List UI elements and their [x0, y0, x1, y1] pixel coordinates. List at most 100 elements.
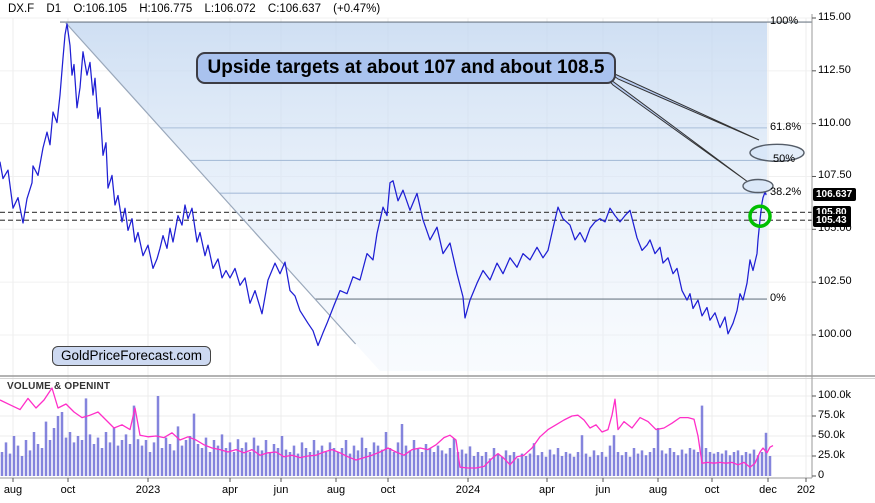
volume-bar — [760, 452, 764, 476]
volume-bar — [592, 450, 596, 476]
volume-bar — [552, 454, 556, 476]
volume-bar — [292, 445, 296, 476]
volume-bar — [312, 440, 316, 476]
volume-bar — [228, 442, 232, 476]
volume-bar — [140, 445, 144, 476]
volume-bar — [188, 436, 192, 476]
volume-bar — [376, 445, 380, 476]
volume-bar — [48, 440, 52, 476]
volume-bar — [372, 442, 376, 476]
volume-bar — [604, 456, 608, 476]
volume-bar — [44, 421, 48, 476]
volume-bar — [408, 450, 412, 476]
volume-bar — [588, 456, 592, 476]
volume-bar — [436, 445, 440, 476]
volume-bar — [748, 453, 752, 476]
volume-axis-label: 50.0k — [818, 429, 845, 441]
volume-bar — [68, 432, 72, 476]
volume-bar — [572, 456, 576, 476]
volume-bar — [56, 416, 60, 476]
volume-bar — [244, 442, 248, 476]
volume-bar — [508, 455, 512, 476]
volume-axis-label: 100.0k — [818, 389, 852, 401]
target-ellipse — [749, 143, 805, 163]
volume-bar — [124, 434, 128, 476]
volume-bar — [284, 449, 288, 476]
volume-bar — [356, 450, 360, 476]
volume-bar — [704, 448, 708, 476]
volume-bar — [212, 440, 216, 476]
volume-bar — [76, 436, 80, 476]
volume-bar — [620, 455, 624, 476]
volume-bar — [20, 456, 24, 476]
target-ellipse — [742, 178, 774, 194]
volume-bar — [764, 432, 768, 476]
volume-bar — [264, 440, 268, 476]
chart-title-bar: DX.F D1 O:106.105 H:106.775 L:106.072 C:… — [8, 3, 389, 15]
time-axis-label: oct — [60, 484, 76, 496]
volume-bar — [404, 445, 408, 476]
volume-bar — [544, 456, 548, 476]
volume-bar — [192, 413, 196, 476]
volume-bar — [72, 442, 76, 476]
volume-bar — [296, 453, 300, 476]
volume-bar — [492, 448, 496, 476]
watermark-goldpriceforecast: GoldPriceForecast.com — [52, 346, 212, 366]
volume-bar — [16, 445, 20, 476]
volume-bar — [108, 442, 112, 476]
volume-bar — [92, 444, 96, 476]
symbol-label: DX.F — [8, 3, 35, 15]
volume-bar — [668, 448, 672, 476]
volume-bar — [180, 445, 184, 476]
volume-bar — [472, 456, 476, 476]
volume-bar — [232, 452, 236, 476]
volume-bar — [200, 448, 204, 476]
volume-bar — [536, 455, 540, 476]
volume-bar — [400, 424, 404, 476]
volume-axis-label: 0 — [818, 469, 825, 481]
volume-bar — [460, 449, 464, 476]
volume-bar — [708, 452, 712, 476]
volume-bar — [432, 452, 436, 476]
volume-bar — [452, 438, 456, 476]
volume-bar — [352, 445, 356, 476]
volume-bar — [540, 452, 544, 476]
volume-bar — [196, 444, 200, 476]
volume-bar — [448, 448, 452, 476]
volume-bar — [608, 445, 612, 476]
price-axis-label: 102.50 — [818, 275, 852, 288]
volume-bar — [504, 450, 508, 476]
volume-bar — [476, 452, 480, 476]
volume-bar — [60, 412, 64, 476]
volume-bar — [636, 453, 640, 476]
time-axis-label: jun — [595, 484, 611, 496]
volume-bar — [440, 450, 444, 476]
volume-bar — [752, 449, 756, 476]
volume-bar — [616, 452, 620, 476]
volume-bar — [332, 448, 336, 476]
volume-bar — [240, 448, 244, 476]
volume-bar — [204, 437, 208, 476]
volume-bar — [740, 455, 744, 476]
volume-bar — [336, 452, 340, 476]
volume-bar — [416, 448, 420, 476]
volume-bar — [468, 446, 472, 476]
open-interest-line — [0, 387, 774, 469]
volume-bar — [696, 452, 700, 476]
volume-bar — [300, 442, 304, 476]
volume-bar — [716, 452, 720, 476]
volume-bar — [272, 444, 276, 476]
volume-bar — [12, 436, 16, 476]
price-axis-label: 112.50 — [818, 63, 851, 76]
volume-bar — [732, 452, 736, 476]
time-axis-label: aug — [326, 484, 346, 496]
volume-bar — [444, 453, 448, 476]
upside-targets-callout: Upside targets at about 107 and about 10… — [196, 52, 616, 84]
volume-bar — [36, 444, 40, 476]
volume-bar — [768, 456, 772, 476]
timeframe-label: D1 — [46, 3, 62, 15]
volume-bar — [260, 450, 264, 476]
volume-bar — [600, 452, 604, 476]
volume-bar — [384, 432, 388, 476]
